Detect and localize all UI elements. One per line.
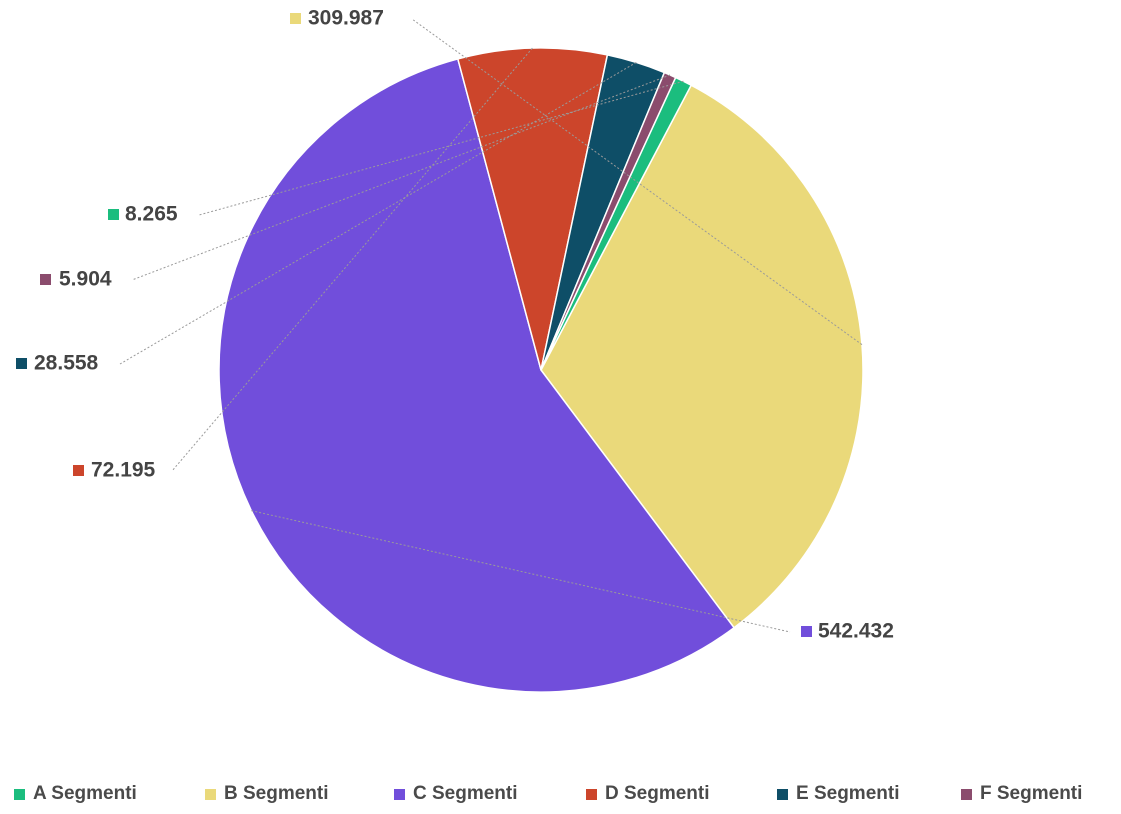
- pie-slice-a[interactable]: [540, 76, 693, 371]
- legend-swatch-b: [205, 788, 216, 800]
- legend-label-f: F Segmenti: [980, 783, 1083, 804]
- legend-label-d: D Segmenti: [605, 783, 710, 804]
- legend-label-c: C Segmenti: [413, 783, 518, 804]
- data-label-f: 5.904: [59, 268, 112, 291]
- data-label-swatch-e: [16, 358, 27, 369]
- pie-slice-b[interactable]: [540, 84, 864, 629]
- legend-item-f[interactable]: F Segmenti: [961, 778, 1082, 810]
- legend-label-a: A Segmenti: [33, 783, 137, 804]
- pie-chart: 309.987 542.432 72.195 28.558 5.904 8.265: [16, 7, 894, 693]
- data-label-b: 309.987: [308, 7, 384, 30]
- legend-swatch-d: [586, 788, 597, 800]
- data-label-c: 542.432: [818, 620, 894, 643]
- legend-label-e: E Segmenti: [796, 783, 900, 804]
- legend-item-d[interactable]: D Segmenti: [586, 778, 710, 810]
- data-label-swatch-d: [73, 465, 84, 476]
- leader-line-d: [171, 47, 533, 472]
- legend-swatch-f: [961, 788, 972, 800]
- data-label-swatch-a: [108, 209, 119, 220]
- chart-legend: A Segmenti B Segmenti C Segmenti D Segme…: [0, 778, 1121, 810]
- data-label-swatch-f: [40, 274, 51, 285]
- data-label-a: 8.265: [125, 203, 178, 226]
- legend-item-b[interactable]: B Segmenti: [205, 778, 329, 810]
- data-label-e: 28.558: [34, 352, 99, 375]
- data-label-swatch-c: [801, 626, 812, 637]
- data-label-d: 72.195: [91, 459, 156, 482]
- legend-swatch-e: [777, 788, 788, 800]
- legend-label-b: B Segmenti: [224, 783, 329, 804]
- legend-item-c[interactable]: C Segmenti: [394, 778, 518, 810]
- legend-swatch-a: [14, 788, 25, 800]
- legend-item-a[interactable]: A Segmenti: [14, 778, 137, 810]
- leader-line-c: [251, 510, 791, 633]
- data-label-swatch-b: [290, 13, 301, 24]
- leader-line-b: [411, 18, 863, 346]
- legend-item-e[interactable]: E Segmenti: [777, 778, 899, 810]
- legend-swatch-c: [394, 788, 405, 800]
